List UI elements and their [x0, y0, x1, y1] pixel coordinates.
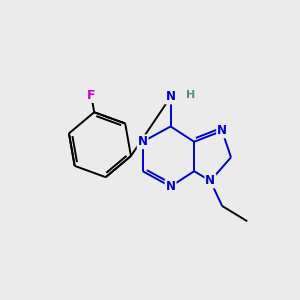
- Text: N: N: [206, 174, 215, 188]
- Text: N: N: [217, 124, 227, 137]
- Text: N: N: [166, 91, 176, 103]
- Text: H: H: [186, 90, 195, 100]
- Text: F: F: [87, 89, 95, 102]
- Text: N: N: [166, 180, 176, 193]
- Text: N: N: [138, 135, 148, 148]
